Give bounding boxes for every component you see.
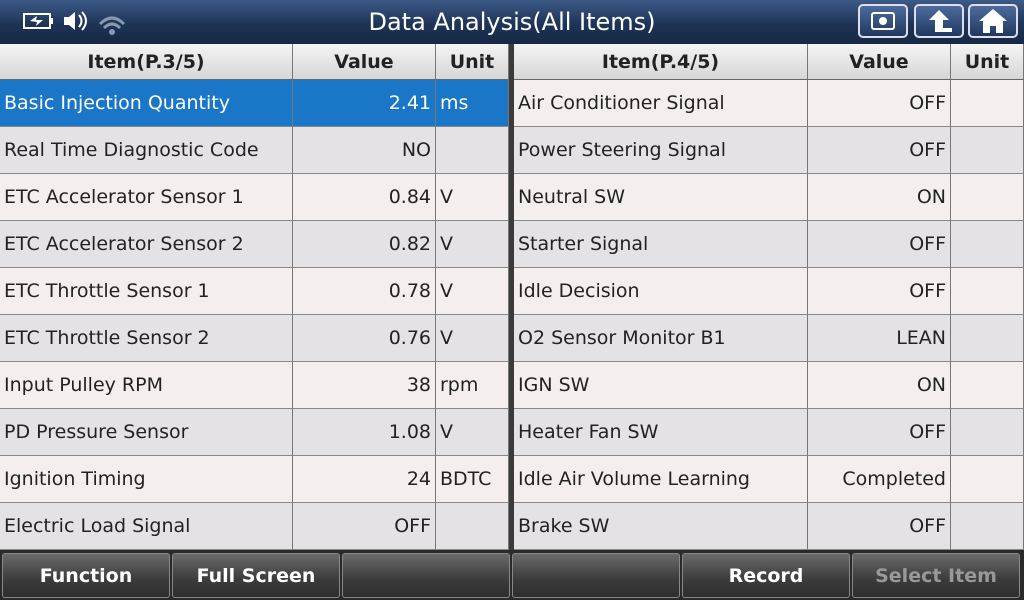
unit-cell xyxy=(951,362,1024,409)
title: Data Analysis(All Items) xyxy=(368,8,656,36)
toolbar-button xyxy=(342,553,510,598)
toolbar-button: Select Item xyxy=(852,553,1020,598)
item-cell[interactable]: Starter Signal xyxy=(514,221,808,268)
unit-cell xyxy=(436,503,509,550)
item-cell[interactable]: ETC Accelerator Sensor 2 xyxy=(0,221,293,268)
column-header: Unit xyxy=(951,44,1024,80)
item-cell[interactable]: PD Pressure Sensor xyxy=(0,409,293,456)
item-cell[interactable]: Power Steering Signal xyxy=(514,127,808,174)
item-cell[interactable]: Brake SW xyxy=(514,503,808,550)
value-cell: 0.84 xyxy=(293,174,436,221)
item-cell[interactable]: Idle Air Volume Learning xyxy=(514,456,808,503)
unit-cell xyxy=(951,127,1024,174)
value-cell: OFF xyxy=(808,409,951,456)
value-cell: 1.08 xyxy=(293,409,436,456)
item-cell[interactable]: Basic Injection Quantity xyxy=(0,80,293,127)
value-cell: OFF xyxy=(808,268,951,315)
toolbar-button[interactable]: Function xyxy=(2,553,170,598)
column-header: Item(P.3/5) xyxy=(0,44,293,80)
unit-cell: rpm xyxy=(436,362,509,409)
value-cell: 38 xyxy=(293,362,436,409)
unit-cell xyxy=(951,409,1024,456)
item-cell[interactable]: Electric Load Signal xyxy=(0,503,293,550)
camera-button[interactable] xyxy=(858,4,908,38)
unit-cell xyxy=(436,127,509,174)
value-cell: 24 xyxy=(293,456,436,503)
divider xyxy=(509,44,514,550)
value-cell: OFF xyxy=(808,221,951,268)
unit-cell: BDTC xyxy=(436,456,509,503)
value-cell: OFF xyxy=(808,127,951,174)
unit-cell: V xyxy=(436,409,509,456)
unit-cell: V xyxy=(436,174,509,221)
title-bar: Data Analysis(All Items) xyxy=(0,0,1024,44)
value-cell: 2.41 xyxy=(293,80,436,127)
value-cell: ON xyxy=(808,362,951,409)
value-cell: NO xyxy=(293,127,436,174)
value-cell: 0.82 xyxy=(293,221,436,268)
item-cell[interactable]: Input Pulley RPM xyxy=(0,362,293,409)
unit-cell xyxy=(951,315,1024,362)
column-header: Unit xyxy=(436,44,509,80)
item-cell[interactable]: Air Conditioner Signal xyxy=(514,80,808,127)
item-cell[interactable]: Ignition Timing xyxy=(0,456,293,503)
unit-cell: V xyxy=(436,315,509,362)
item-cell[interactable]: O2 Sensor Monitor B1 xyxy=(514,315,808,362)
unit-cell xyxy=(951,80,1024,127)
value-cell: 0.76 xyxy=(293,315,436,362)
unit-cell xyxy=(951,268,1024,315)
value-cell: OFF xyxy=(808,503,951,550)
unit-cell: V xyxy=(436,221,509,268)
item-cell[interactable]: ETC Throttle Sensor 1 xyxy=(0,268,293,315)
value-cell: OFF xyxy=(293,503,436,550)
item-cell[interactable]: Neutral SW xyxy=(514,174,808,221)
unit-cell xyxy=(951,503,1024,550)
value-cell: Completed xyxy=(808,456,951,503)
item-cell[interactable]: ETC Accelerator Sensor 1 xyxy=(0,174,293,221)
toolbar-button[interactable]: Full Screen xyxy=(172,553,340,598)
toolbar: Function Full Screen Record Select Item xyxy=(0,550,1024,600)
status-icons xyxy=(23,11,126,35)
item-cell[interactable]: Idle Decision xyxy=(514,268,808,315)
item-cell[interactable]: Heater Fan SW xyxy=(514,409,808,456)
item-cell[interactable]: Real Time Diagnostic Code xyxy=(0,127,293,174)
value-cell: 0.78 xyxy=(293,268,436,315)
unit-cell xyxy=(951,174,1024,221)
value-cell: OFF xyxy=(808,80,951,127)
unit-cell xyxy=(951,456,1024,503)
column-header: Item(P.4/5) xyxy=(514,44,808,80)
unit-cell xyxy=(951,221,1024,268)
toolbar-button[interactable]: Record xyxy=(682,553,850,598)
item-cell[interactable]: IGN SW xyxy=(514,362,808,409)
home-button[interactable] xyxy=(968,4,1018,38)
column-header: Value xyxy=(293,44,436,80)
value-cell: LEAN xyxy=(808,315,951,362)
toolbar-button xyxy=(512,553,680,598)
value-cell: ON xyxy=(808,174,951,221)
unit-cell: V xyxy=(436,268,509,315)
item-cell[interactable]: ETC Throttle Sensor 2 xyxy=(0,315,293,362)
column-header: Value xyxy=(808,44,951,80)
back-button[interactable] xyxy=(914,4,964,38)
unit-cell: ms xyxy=(436,80,509,127)
